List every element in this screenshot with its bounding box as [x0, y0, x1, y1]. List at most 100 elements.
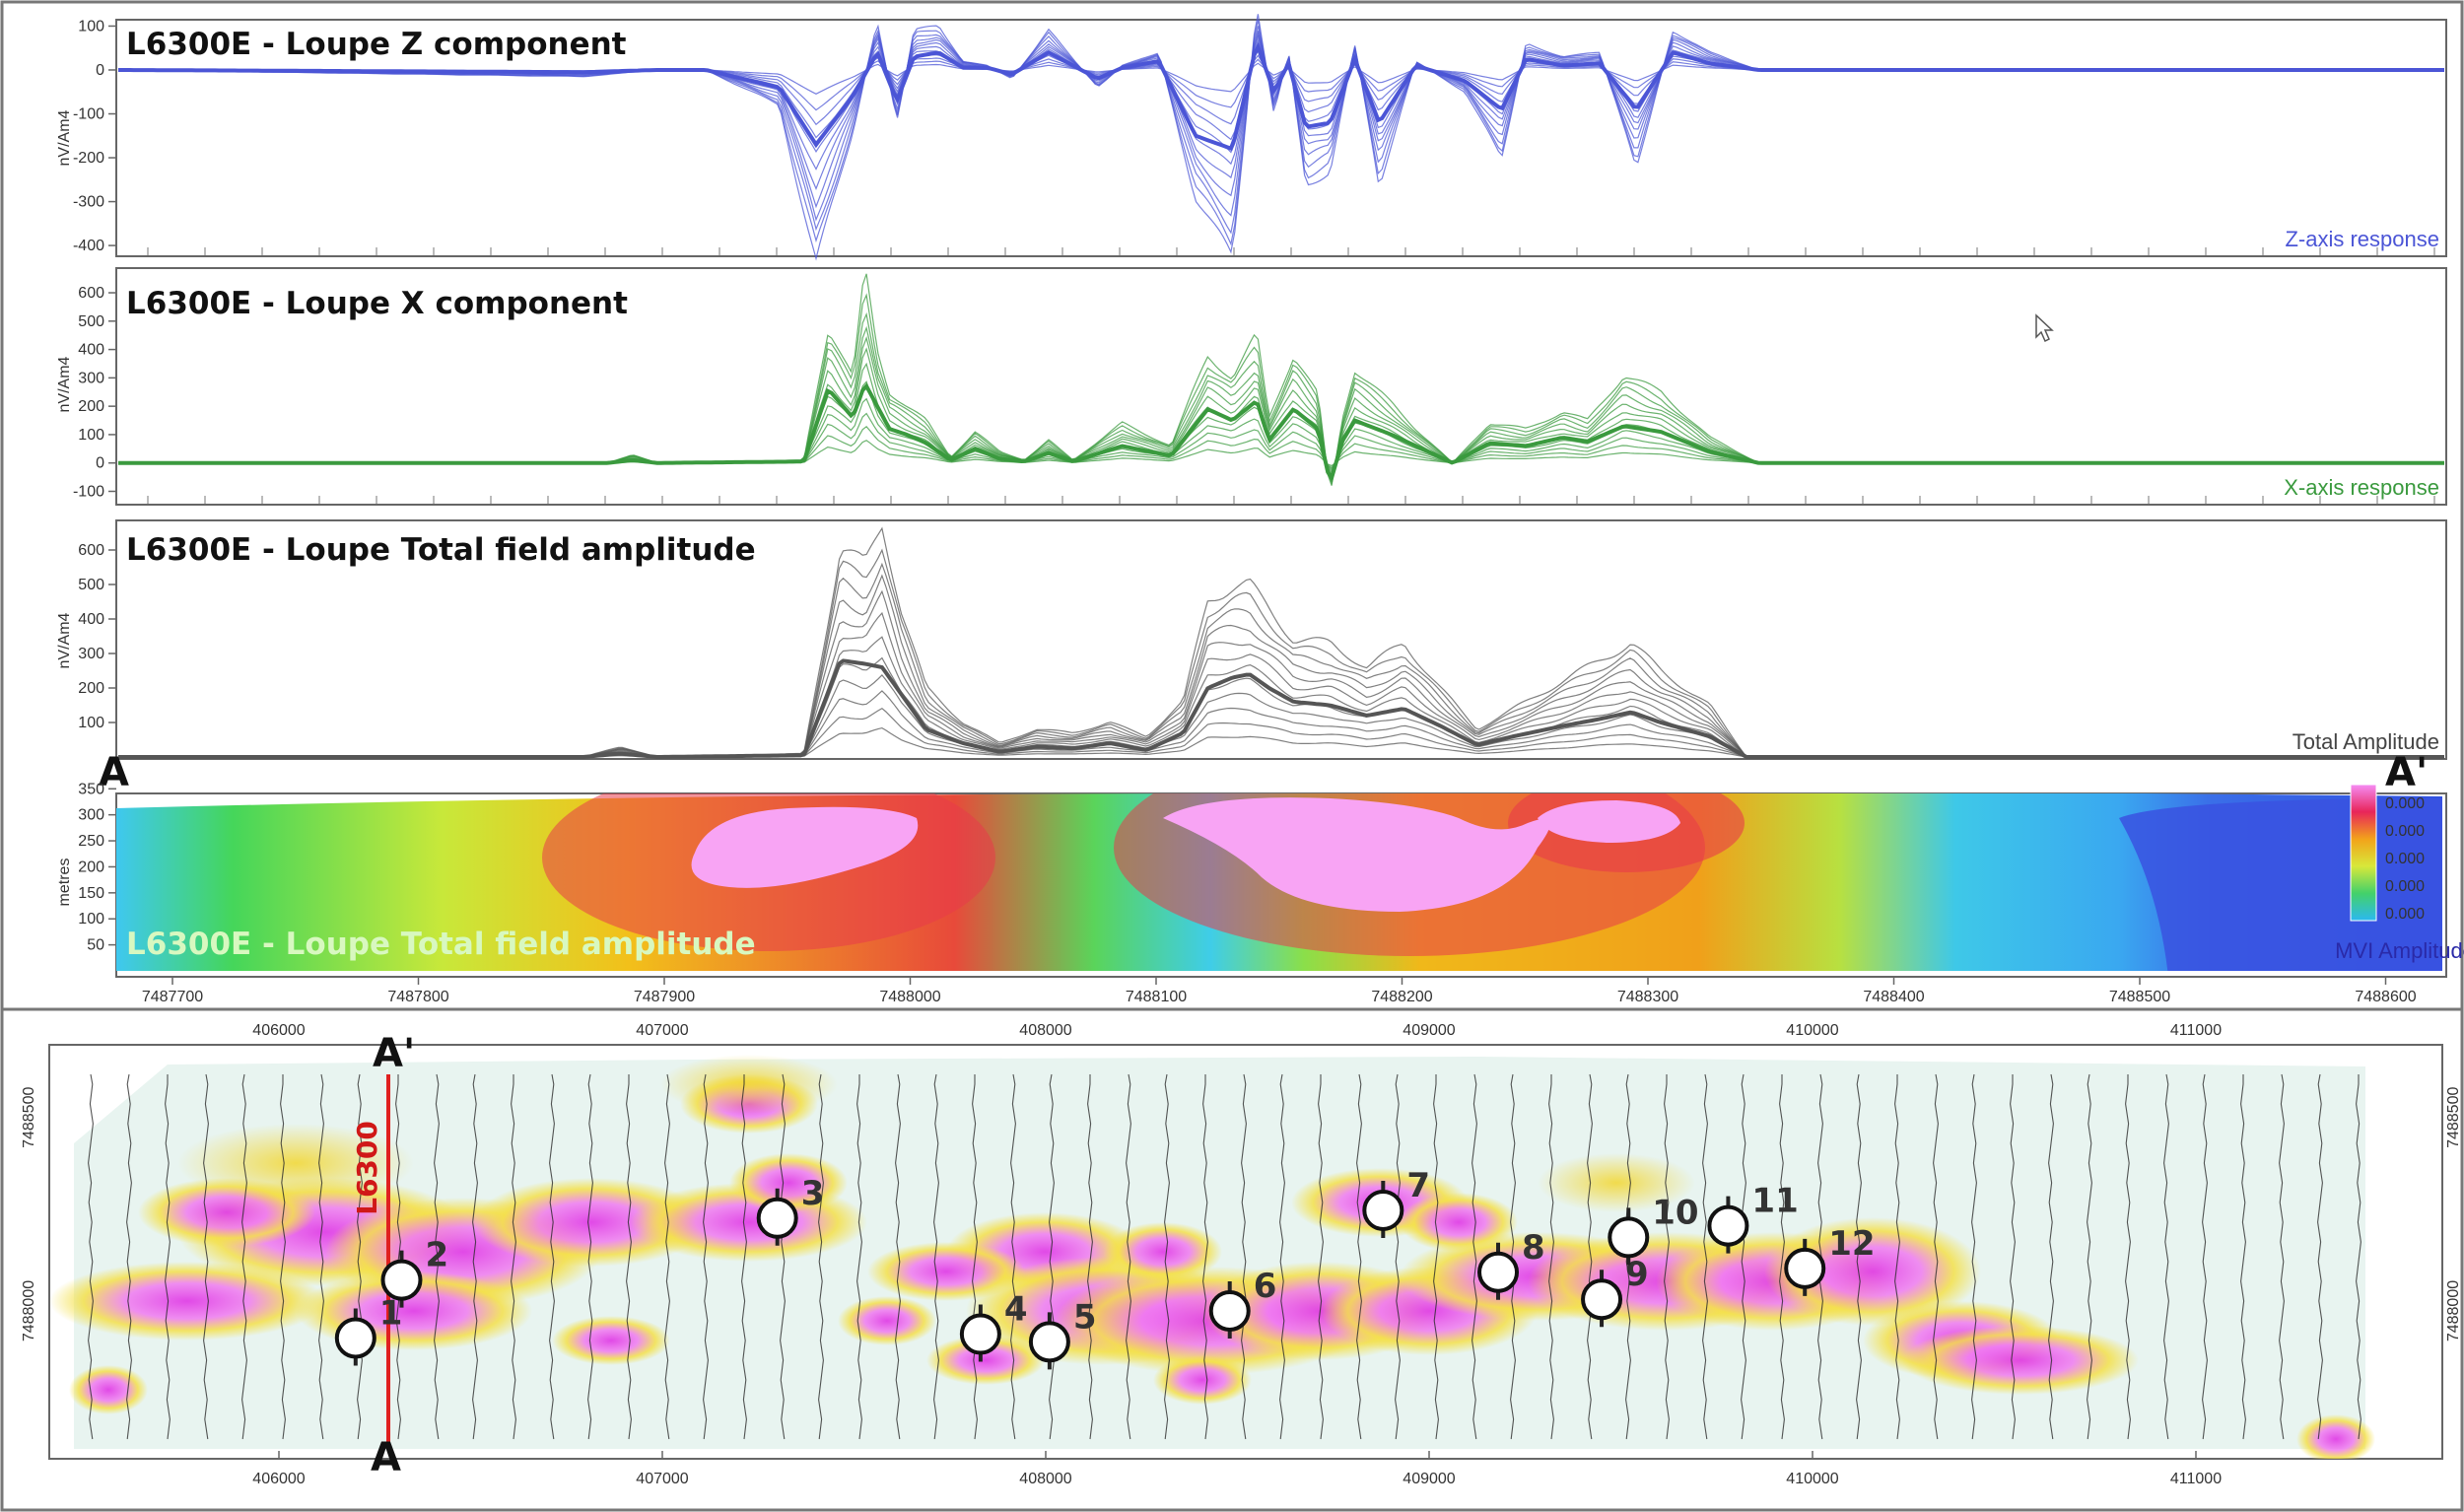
y-tick-label: 100 — [78, 427, 104, 444]
survey-line — [1279, 1073, 1285, 1440]
drillhole[interactable]: 7 — [1362, 1166, 1430, 1238]
drillhole[interactable]: 10 — [1608, 1193, 1699, 1266]
map-northing-labels: 7488500 7488500 7488000 7488000 — [21, 1087, 2462, 1342]
legend-value-3: 0.000 — [2385, 851, 2425, 867]
drillhole[interactable]: 9 — [1581, 1255, 1649, 1328]
drillhole-collar — [959, 1313, 1001, 1355]
survey-line — [2202, 1073, 2208, 1440]
survey-line — [1010, 1073, 1016, 1440]
drillhole-label: 1 — [379, 1293, 403, 1333]
x-response-label: X-axis response — [2284, 475, 2439, 500]
total-y-axis: 600 500 400 300 200 100 — [78, 542, 116, 731]
median-series-line — [118, 41, 2444, 152]
y-tick-label: 0 — [96, 62, 104, 79]
drillhole-label: 11 — [1751, 1182, 1798, 1221]
total-series-lines — [118, 526, 2444, 759]
z-response-label: Z-axis response — [2285, 227, 2439, 251]
map-section-top-label: A' — [373, 1031, 415, 1076]
z-y-axis: 100 0 -100 -200 -300 -400 — [73, 18, 116, 254]
median-series-line — [118, 658, 2444, 759]
z-plot-frame — [115, 19, 2447, 257]
y-tick-label: 500 — [78, 313, 104, 330]
y-tick-label: 200 — [78, 398, 104, 415]
survey-line — [1971, 1073, 1977, 1440]
drillhole[interactable]: 1 — [334, 1293, 403, 1366]
survey-line — [241, 1073, 247, 1440]
survey-line — [587, 1073, 593, 1440]
z-y-label: nV/Am4 — [56, 109, 73, 166]
section-end-label: A' — [2385, 750, 2428, 795]
anomaly-blob — [69, 1365, 148, 1414]
anomaly-blob-weak — [1538, 1153, 1695, 1212]
y-tick-label: 300 — [78, 370, 104, 386]
y-tick-label: -300 — [73, 194, 104, 211]
y-tick-label: -200 — [73, 150, 104, 167]
drillhole-label: 4 — [1004, 1290, 1028, 1330]
survey-line — [203, 1073, 209, 1440]
drillhole-label: 7 — [1406, 1166, 1430, 1205]
survey-line — [126, 1073, 132, 1440]
easting-label-top: 408000 — [1019, 1022, 1071, 1039]
drillhole[interactable]: 4 — [959, 1290, 1028, 1362]
anomaly-blob — [1104, 1222, 1222, 1281]
median-series-line — [118, 382, 2444, 483]
anomaly-blob — [1764, 1217, 1981, 1326]
drillhole-label: 2 — [425, 1236, 448, 1275]
survey-line — [1395, 1073, 1401, 1440]
anomaly-blob — [1153, 1355, 1252, 1405]
drillhole-collar — [1581, 1278, 1623, 1321]
survey-line — [1472, 1073, 1477, 1440]
survey-line — [549, 1073, 555, 1440]
drillhole-collar — [1477, 1251, 1520, 1293]
drillhole-label: 8 — [1522, 1228, 1545, 1268]
survey-line — [357, 1073, 363, 1440]
survey-line — [933, 1073, 939, 1440]
survey-line — [1049, 1073, 1055, 1440]
drillhole[interactable]: 12 — [1784, 1224, 1876, 1296]
depth-y-tick-label: 350 — [78, 781, 104, 797]
legend-value-4: 0.000 — [2385, 878, 2425, 895]
survey-line — [972, 1074, 978, 1440]
anomaly-blob — [2296, 1414, 2375, 1459]
northing-label-left: 7488000 — [21, 1280, 37, 1341]
x-series-lines — [118, 273, 2444, 486]
depth-x-tick-label: 7487700 — [142, 989, 203, 1005]
survey-line — [2240, 1074, 2246, 1440]
survey-line — [1433, 1074, 1439, 1440]
survey-line — [1356, 1073, 1362, 1440]
easting-label-bottom: 411000 — [2170, 1471, 2222, 1487]
survey-line — [2087, 1073, 2092, 1440]
section-line-label: L6300 — [351, 1121, 383, 1215]
survey-line — [434, 1073, 440, 1440]
drillhole[interactable]: 2 — [380, 1236, 448, 1308]
drillhole[interactable]: 5 — [1028, 1297, 1097, 1370]
depth-x-tick-label: 7488200 — [1371, 989, 1432, 1005]
map-section-bottom-label: A — [371, 1435, 401, 1480]
survey-line — [318, 1073, 324, 1440]
plan-map-panel: 406000 407000 408000 409000 410000 411000 L63… — [21, 1022, 2462, 1487]
map-top-easting-labels: 406000 407000 408000 409000 410000 411000 — [252, 1022, 2222, 1053]
y-tick-label: 300 — [78, 646, 104, 662]
depth-y-axis: 350 300 250 200 150 100 50 — [78, 781, 116, 954]
legend-value-2: 0.000 — [2385, 823, 2425, 840]
drillhole[interactable]: 3 — [756, 1174, 825, 1246]
anomaly-blob — [838, 1296, 936, 1345]
survey-line — [1933, 1073, 1939, 1440]
x-y-label: nV/Am4 — [56, 356, 73, 412]
survey-line — [1548, 1074, 1554, 1440]
drillhole[interactable]: 6 — [1208, 1267, 1277, 1339]
drillhole-label: 12 — [1828, 1224, 1875, 1264]
depth-panel-title: L6300E - Loupe Total field amplitude — [126, 927, 756, 962]
depth-x-axis: 7487700 7487800 7487900 7488000 7488100 74882… — [142, 977, 2417, 1005]
survey-line — [280, 1074, 286, 1440]
legend-label: MVI Amplitude — [2335, 938, 2464, 963]
drillhole[interactable]: 8 — [1477, 1228, 1545, 1300]
drillhole-collar — [1208, 1290, 1251, 1332]
depth-y-tick-label: 200 — [78, 859, 104, 875]
drillhole[interactable]: 11 — [1707, 1182, 1799, 1254]
survey-line — [1164, 1073, 1170, 1440]
anomaly-blob — [552, 1316, 670, 1365]
